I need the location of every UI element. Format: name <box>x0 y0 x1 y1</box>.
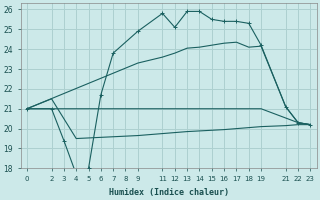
X-axis label: Humidex (Indice chaleur): Humidex (Indice chaleur) <box>108 188 228 197</box>
